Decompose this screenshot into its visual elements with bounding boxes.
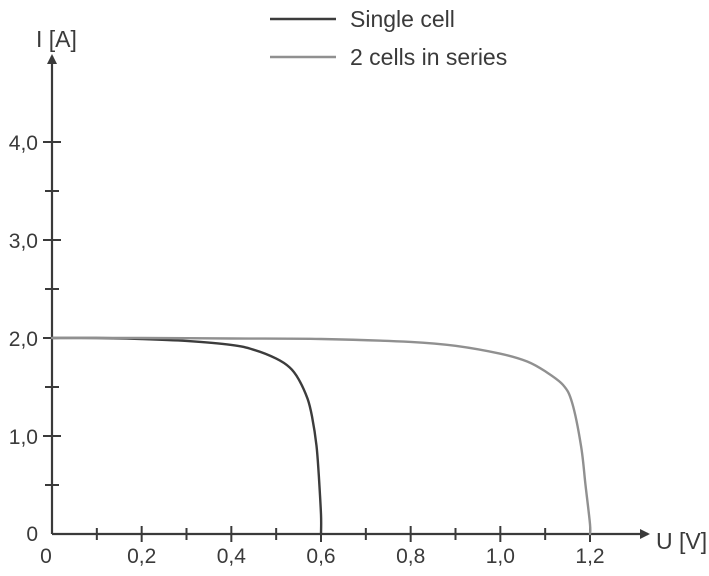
y-tick-label: 3,0 [9,230,38,253]
axis-ticks [43,141,591,542]
legend-label-single-cell: Single cell [350,6,455,32]
x-tick-label: 1,2 [575,545,604,568]
y-axis-label: I [A] [36,26,77,52]
x-tick-label: 0,4 [217,545,247,568]
y-tick-label: 2,0 [9,328,38,351]
x-tick-label: 0,8 [396,545,425,568]
legend-label-2-cells-in-series: 2 cells in series [350,44,507,70]
x-tick-label: 0,2 [127,545,156,568]
y-tick-label: 1,0 [9,426,38,449]
x-axis-label: U [V] [656,528,707,554]
legend: Single cell 2 cells in series [270,6,507,70]
series-line-single-cell [50,336,323,536]
y-tick-label: 0 [26,523,38,546]
y-tick-label: 4,0 [9,132,38,155]
axis-tick-labels: 0 0,2 0,4 0,6 0,8 1,0 1,2 0 1,0 2,0 3,0 4,0 [9,132,605,568]
series-line-2-cells-in-series [50,336,592,536]
curves [50,336,592,536]
x-tick-label: 1,0 [486,545,515,568]
x-tick-label: 0,6 [306,545,335,568]
x-tick-label: 0 [40,545,52,568]
